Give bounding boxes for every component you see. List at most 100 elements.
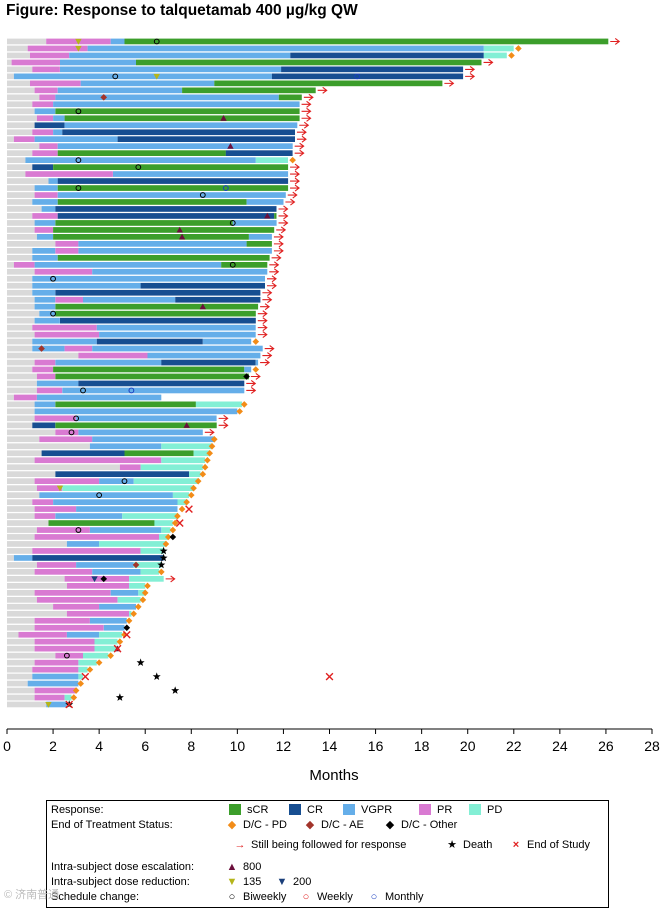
bar-segment-vgpr bbox=[64, 122, 298, 129]
dc-ae-marker bbox=[132, 561, 140, 569]
x-tick-label: 18 bbox=[414, 738, 430, 754]
bar-segment-cr bbox=[161, 359, 256, 366]
ongoing-arrow bbox=[246, 380, 257, 387]
biweekly-marker bbox=[50, 275, 56, 282]
bar-segment-base bbox=[7, 603, 54, 610]
legend-dc-other: ◆ D/C - Other bbox=[383, 818, 457, 832]
bar-segment-vgpr bbox=[76, 562, 134, 568]
dc-pd-marker bbox=[174, 512, 181, 520]
bar-segment-pd bbox=[195, 401, 242, 408]
bar-segment-scr bbox=[57, 185, 289, 191]
bar-segment-base bbox=[7, 136, 14, 142]
bar-segment-scr bbox=[124, 450, 194, 457]
bar-segment-pr bbox=[34, 331, 100, 338]
bar-segment-vgpr bbox=[13, 555, 33, 561]
bar-segment-vgpr bbox=[48, 178, 58, 184]
bar-segment-vgpr bbox=[113, 171, 289, 177]
biweekly-marker bbox=[121, 478, 128, 485]
bar-segment-base bbox=[7, 317, 35, 324]
biweekly-marker bbox=[229, 261, 236, 268]
bar-segment-pd bbox=[138, 590, 146, 596]
dc-pd-marker bbox=[204, 456, 211, 464]
bar-segment-vgpr bbox=[76, 415, 217, 422]
bar-segment-pr bbox=[34, 478, 100, 484]
bar-segment-scr bbox=[55, 401, 196, 408]
bar-segment-pr bbox=[34, 415, 77, 422]
bar-segment-cr bbox=[96, 338, 203, 345]
bar-segment-vgpr bbox=[232, 220, 277, 226]
ongoing-arrow bbox=[165, 575, 176, 583]
bar-segment-base bbox=[7, 373, 37, 380]
x-tick-label: 10 bbox=[230, 738, 246, 754]
bar-segment-vgpr bbox=[25, 157, 256, 163]
bar-segment-pr bbox=[27, 45, 88, 52]
bar-segment-base bbox=[7, 38, 47, 45]
bar-segment-pr bbox=[34, 617, 90, 624]
legend-pd-label: PD bbox=[487, 804, 503, 816]
legend-vgpr-label: VGPR bbox=[361, 804, 393, 816]
bar-segment-pr bbox=[13, 394, 37, 401]
bar-segment-vgpr bbox=[55, 359, 162, 366]
legend-row-status: → Still being followed for response ★ Deat… bbox=[47, 838, 608, 852]
bar-segment-pd bbox=[78, 673, 83, 680]
bar-segment-vgpr bbox=[34, 401, 56, 408]
bar-segment-base bbox=[7, 673, 33, 680]
end-of-study-marker bbox=[65, 700, 74, 709]
triangle-up-icon: ▲ bbox=[226, 861, 238, 873]
death-marker bbox=[152, 672, 161, 680]
legend-scr: sCR bbox=[229, 803, 268, 817]
bar-segment-pd bbox=[62, 485, 194, 491]
bar-segment-pd bbox=[94, 645, 118, 652]
bar-segment-base bbox=[7, 541, 67, 547]
bar-segment-vgpr bbox=[92, 268, 268, 275]
bar-segment-vgpr bbox=[34, 136, 118, 142]
circle-icon: ○ bbox=[228, 891, 236, 903]
legend-row-reduction: Intra-subject dose reduction: ▼ 135 ▼ 200 bbox=[47, 875, 608, 889]
bar-segment-base bbox=[7, 408, 35, 415]
escalation-800-marker bbox=[176, 226, 183, 233]
bar-segment-cr bbox=[175, 296, 261, 303]
swimmer-chart: 0 2 4 6 8 10 12 14 16 18 20 22 24 26 28 bbox=[3, 38, 660, 754]
bar-segment-vgpr bbox=[202, 338, 252, 345]
bar-segment-vgpr bbox=[57, 143, 293, 149]
dc-pd-marker bbox=[107, 652, 114, 659]
bar-segment-scr bbox=[48, 520, 155, 526]
bar-segment-cr bbox=[60, 317, 256, 324]
bar-segment-base bbox=[7, 331, 35, 338]
dc-pd-marker bbox=[199, 470, 207, 478]
bar-segment-base bbox=[7, 143, 40, 149]
bar-segment-scr bbox=[55, 303, 259, 310]
legend-eos-label: End of Study bbox=[527, 839, 590, 851]
bar-segment-vgpr bbox=[92, 569, 141, 575]
ongoing-arrow bbox=[303, 93, 314, 101]
ongoing-arrow bbox=[218, 421, 229, 429]
legend-pr-label: PR bbox=[437, 804, 453, 816]
ongoing-arrow bbox=[278, 212, 289, 220]
bar-segment-scr bbox=[274, 213, 277, 219]
bar-segment-vgpr bbox=[27, 680, 79, 687]
bar-segment-pr bbox=[30, 52, 70, 59]
diamond-icon: ◆ bbox=[227, 819, 237, 831]
bar-segment-pd bbox=[99, 541, 166, 547]
bar-segment-base bbox=[7, 87, 35, 94]
bar-segment-vgpr bbox=[41, 206, 56, 212]
bar-segment-cr bbox=[290, 52, 484, 59]
bar-segment-pd bbox=[140, 569, 159, 575]
x-tick-label: 22 bbox=[506, 738, 522, 754]
legend-red-135: ▼ 135 bbox=[225, 875, 262, 889]
bar-segment-base bbox=[7, 680, 28, 687]
dc-pd-marker bbox=[171, 519, 179, 527]
legend-monthly: ○ Monthly bbox=[367, 890, 424, 904]
bar-segment-pr bbox=[30, 80, 81, 87]
dc-pd-marker bbox=[515, 45, 522, 52]
x-tick-label: 0 bbox=[3, 738, 11, 754]
ongoing-arrow bbox=[301, 114, 312, 122]
bar-segment-pd bbox=[133, 478, 199, 484]
dc-pd-marker bbox=[86, 666, 94, 673]
bar-segment-base bbox=[7, 687, 35, 694]
bar-segment-vgpr bbox=[57, 192, 286, 198]
bar-segment-pr bbox=[36, 527, 90, 533]
biweekly-marker bbox=[153, 38, 160, 45]
bar-segment-base bbox=[7, 289, 33, 296]
dc-pd-marker bbox=[190, 484, 197, 492]
